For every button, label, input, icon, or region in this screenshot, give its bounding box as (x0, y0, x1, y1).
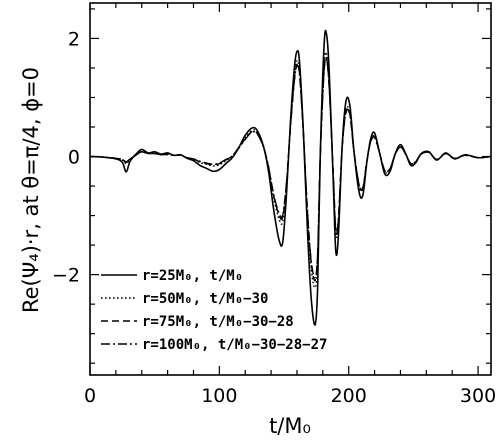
x-tick-label: 300 (460, 385, 496, 407)
axis-ticks (89, 3, 491, 375)
legend-label-3: r=75M₀, t/M₀−30−28 (142, 314, 294, 330)
y-tick-label: 0 (68, 147, 80, 169)
series-line-3 (89, 55, 492, 282)
series-line-1 (89, 29, 492, 326)
series-lines (89, 29, 492, 326)
x-tick-label: 100 (201, 385, 237, 407)
x-tick-label: 200 (331, 385, 367, 407)
axis-tick-labels: 0 100 200 300 −2 0 2 (52, 28, 496, 407)
legend-label-1: r=25M₀, t/M₀ (142, 268, 243, 284)
y-axis-label: Re(Ψ₄)·r, at θ=π/4, ϕ=0 (19, 67, 43, 313)
legend-label-4: r=100M₀, t/M₀−30−28−27 (142, 337, 327, 353)
y-tick-label: −2 (52, 265, 80, 287)
legend: r=25M₀, t/M₀ r=50M₀, t/M₀−30 r=75M₀, t/M₀−… (101, 268, 327, 353)
x-axis-label: t/M₀ (269, 414, 311, 438)
legend-label-2: r=50M₀, t/M₀−30 (142, 291, 268, 307)
x-tick-label: 0 (84, 385, 96, 407)
series-line-4 (89, 57, 492, 279)
y-tick-label: 2 (68, 28, 80, 50)
series-line-2 (89, 51, 492, 289)
plot-frame (89, 2, 492, 376)
